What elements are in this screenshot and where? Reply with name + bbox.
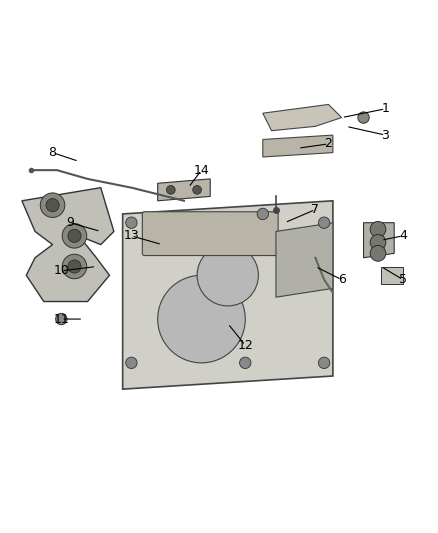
Circle shape <box>62 254 87 279</box>
Text: 12: 12 <box>237 339 253 352</box>
Circle shape <box>56 313 67 325</box>
Polygon shape <box>263 135 333 157</box>
Circle shape <box>370 221 386 237</box>
Circle shape <box>40 193 65 217</box>
Circle shape <box>358 112 369 123</box>
Text: 3: 3 <box>381 128 389 142</box>
Text: 4: 4 <box>399 229 407 243</box>
Circle shape <box>68 229 81 243</box>
Text: 7: 7 <box>311 203 319 216</box>
Text: 13: 13 <box>124 229 139 243</box>
Text: 6: 6 <box>338 273 346 286</box>
Circle shape <box>68 260 81 273</box>
Polygon shape <box>364 223 394 258</box>
Text: 11: 11 <box>53 312 69 326</box>
Circle shape <box>126 357 137 368</box>
FancyBboxPatch shape <box>142 212 278 255</box>
Polygon shape <box>22 188 114 302</box>
Circle shape <box>370 246 386 261</box>
Text: 10: 10 <box>53 264 69 277</box>
Text: 1: 1 <box>381 102 389 115</box>
Polygon shape <box>276 223 333 297</box>
Text: 14: 14 <box>194 164 209 176</box>
Circle shape <box>126 217 137 229</box>
Circle shape <box>257 208 268 220</box>
Polygon shape <box>381 266 403 284</box>
Circle shape <box>62 223 87 248</box>
Circle shape <box>158 275 245 363</box>
Polygon shape <box>123 201 333 389</box>
Text: 2: 2 <box>325 138 332 150</box>
Circle shape <box>318 217 330 229</box>
Circle shape <box>193 185 201 194</box>
Polygon shape <box>158 179 210 201</box>
Polygon shape <box>263 104 342 131</box>
Circle shape <box>197 245 258 306</box>
Text: 5: 5 <box>399 273 407 286</box>
Circle shape <box>370 235 386 251</box>
Circle shape <box>166 185 175 194</box>
Circle shape <box>240 357 251 368</box>
Circle shape <box>46 199 59 212</box>
Text: 9: 9 <box>66 216 74 229</box>
Text: 8: 8 <box>49 146 57 159</box>
Circle shape <box>318 357 330 368</box>
